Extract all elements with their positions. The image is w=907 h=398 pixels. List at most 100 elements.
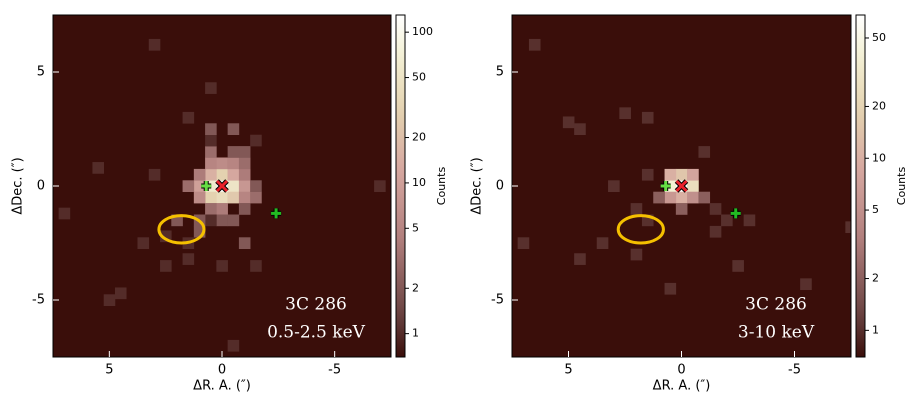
x-axis-label: ΔR. A. (″) [653, 379, 711, 394]
pixel [228, 180, 240, 192]
pixel [149, 39, 161, 51]
pixel [665, 169, 677, 181]
annotation: 0.5-2.5 keV [267, 323, 366, 343]
pixel [239, 192, 251, 204]
colorbar-tick-label: 2 [412, 281, 419, 294]
pixel [183, 180, 195, 192]
pixel [92, 162, 104, 174]
pixel [239, 203, 251, 215]
pixel [205, 158, 217, 170]
pixel [653, 192, 665, 204]
colorbar-tick-label: 10 [412, 176, 426, 189]
colorbar-tick-label: 5 [872, 203, 879, 216]
pixel [216, 192, 228, 204]
y-axis-label: ΔDec. (″) [470, 157, 485, 214]
y-tick-label: 5 [496, 65, 504, 80]
x-tick-label: -5 [788, 363, 801, 378]
pixel [239, 158, 251, 170]
pixel [194, 169, 206, 181]
pixel [205, 135, 217, 147]
pixel [574, 123, 586, 135]
annotation: 3C 286 [285, 295, 347, 315]
annotation: 3C 286 [745, 295, 807, 315]
pixel [239, 237, 251, 249]
pixel [676, 203, 688, 215]
pixel [216, 158, 228, 170]
colorbar [856, 15, 865, 357]
pixel [665, 192, 677, 204]
pixel [216, 203, 228, 215]
pixel [205, 123, 217, 135]
pixel [183, 112, 195, 124]
pixel [642, 112, 654, 124]
pixel [228, 169, 240, 181]
x-tick-label: 5 [564, 363, 572, 378]
y-tick-label: -5 [491, 293, 504, 308]
pixel [59, 208, 71, 220]
colorbar-tick-label: 5 [412, 221, 419, 234]
y-axis-label: ΔDec. (″) [11, 157, 26, 214]
pixel [183, 253, 195, 265]
pixel [228, 340, 240, 352]
pixel [250, 192, 262, 204]
x-tick-label: 5 [105, 363, 113, 378]
pixel [228, 215, 240, 227]
pixel [216, 169, 228, 181]
pixel [710, 203, 722, 215]
pixel [744, 215, 756, 227]
colorbar-tick-label: 2 [872, 272, 879, 285]
colorbar-tick-label: 10 [872, 151, 886, 164]
colorbar-tick-label: 50 [872, 31, 886, 44]
pixel [631, 203, 643, 215]
pixel [228, 192, 240, 204]
pixel [529, 39, 541, 51]
x-tick-label: 0 [218, 363, 226, 378]
pixel [665, 283, 677, 295]
pixel [608, 180, 620, 192]
pixel [597, 237, 609, 249]
pixel [631, 249, 643, 261]
colorbar [396, 15, 405, 357]
pixel [239, 169, 251, 181]
colorbar-label: Counts [435, 167, 448, 206]
pixel [205, 82, 217, 94]
pixel [642, 169, 654, 181]
pixel [250, 135, 262, 147]
pixel [228, 158, 240, 170]
colorbar-tick-label: 1 [872, 323, 879, 336]
y-tick-label: 0 [496, 179, 504, 194]
pixel [239, 180, 251, 192]
pixel [676, 169, 688, 181]
pixel [149, 169, 161, 181]
pixel [687, 180, 699, 192]
pixel [619, 107, 631, 119]
pixel [374, 180, 386, 192]
pixel [250, 260, 262, 272]
colorbar-tick-label: 20 [412, 131, 426, 144]
pixel [216, 260, 228, 272]
pixel [574, 253, 586, 265]
pixel [228, 146, 240, 158]
y-tick-label: 0 [37, 179, 45, 194]
pixel [676, 192, 688, 204]
pixel [216, 215, 228, 227]
pixel [710, 226, 722, 238]
colorbar-tick-label: 50 [412, 71, 426, 84]
pixel [160, 260, 172, 272]
pixel [205, 215, 217, 227]
pixel [721, 215, 733, 227]
pixel [698, 146, 710, 158]
pixel [250, 180, 262, 192]
pixel [687, 192, 699, 204]
pixel [205, 203, 217, 215]
pixel [115, 287, 127, 299]
pixel [228, 123, 240, 135]
colorbar-label: Counts [895, 167, 907, 206]
pixel [205, 192, 217, 204]
pixel [518, 237, 530, 249]
pixel [138, 237, 150, 249]
y-tick-label: 5 [37, 65, 45, 80]
pixel [732, 260, 744, 272]
pixel [194, 192, 206, 204]
pixel [687, 169, 699, 181]
